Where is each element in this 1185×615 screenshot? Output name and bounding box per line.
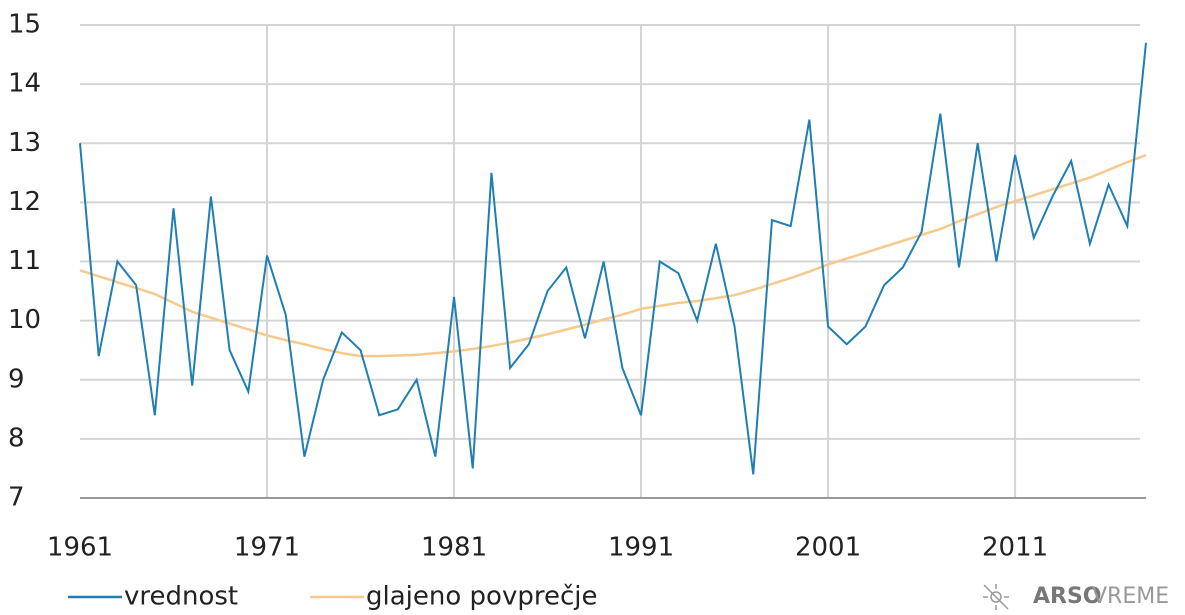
brand-icon	[983, 584, 1009, 610]
y-tick-label: 15	[8, 10, 41, 40]
line	[79, 153, 1147, 358]
x-tick-label: 1991	[608, 533, 674, 563]
brand-bold: ARSO	[1033, 584, 1102, 609]
y-tick-label: 12	[8, 187, 41, 217]
y-tick-label: 7	[8, 483, 25, 513]
y-tick-label: 11	[8, 246, 41, 276]
x-tick-label: 1971	[234, 533, 300, 563]
x-tick-label: 1981	[421, 533, 487, 563]
brand-light: VREME	[1092, 584, 1169, 609]
x-tick-label: 1961	[47, 533, 113, 563]
y-tick-label: 9	[8, 364, 25, 394]
line	[79, 42, 1147, 475]
y-tick-label: 10	[8, 305, 41, 335]
y-tick-label: 8	[8, 423, 25, 453]
x-tick-label: 2001	[795, 533, 861, 563]
x-tick-label: 2011	[982, 533, 1048, 563]
y-tick-label: 13	[8, 128, 41, 158]
y-tick-label: 14	[8, 69, 41, 99]
legend-label: vrednost	[124, 582, 238, 612]
legend-label: glajeno povprečje	[366, 582, 597, 612]
